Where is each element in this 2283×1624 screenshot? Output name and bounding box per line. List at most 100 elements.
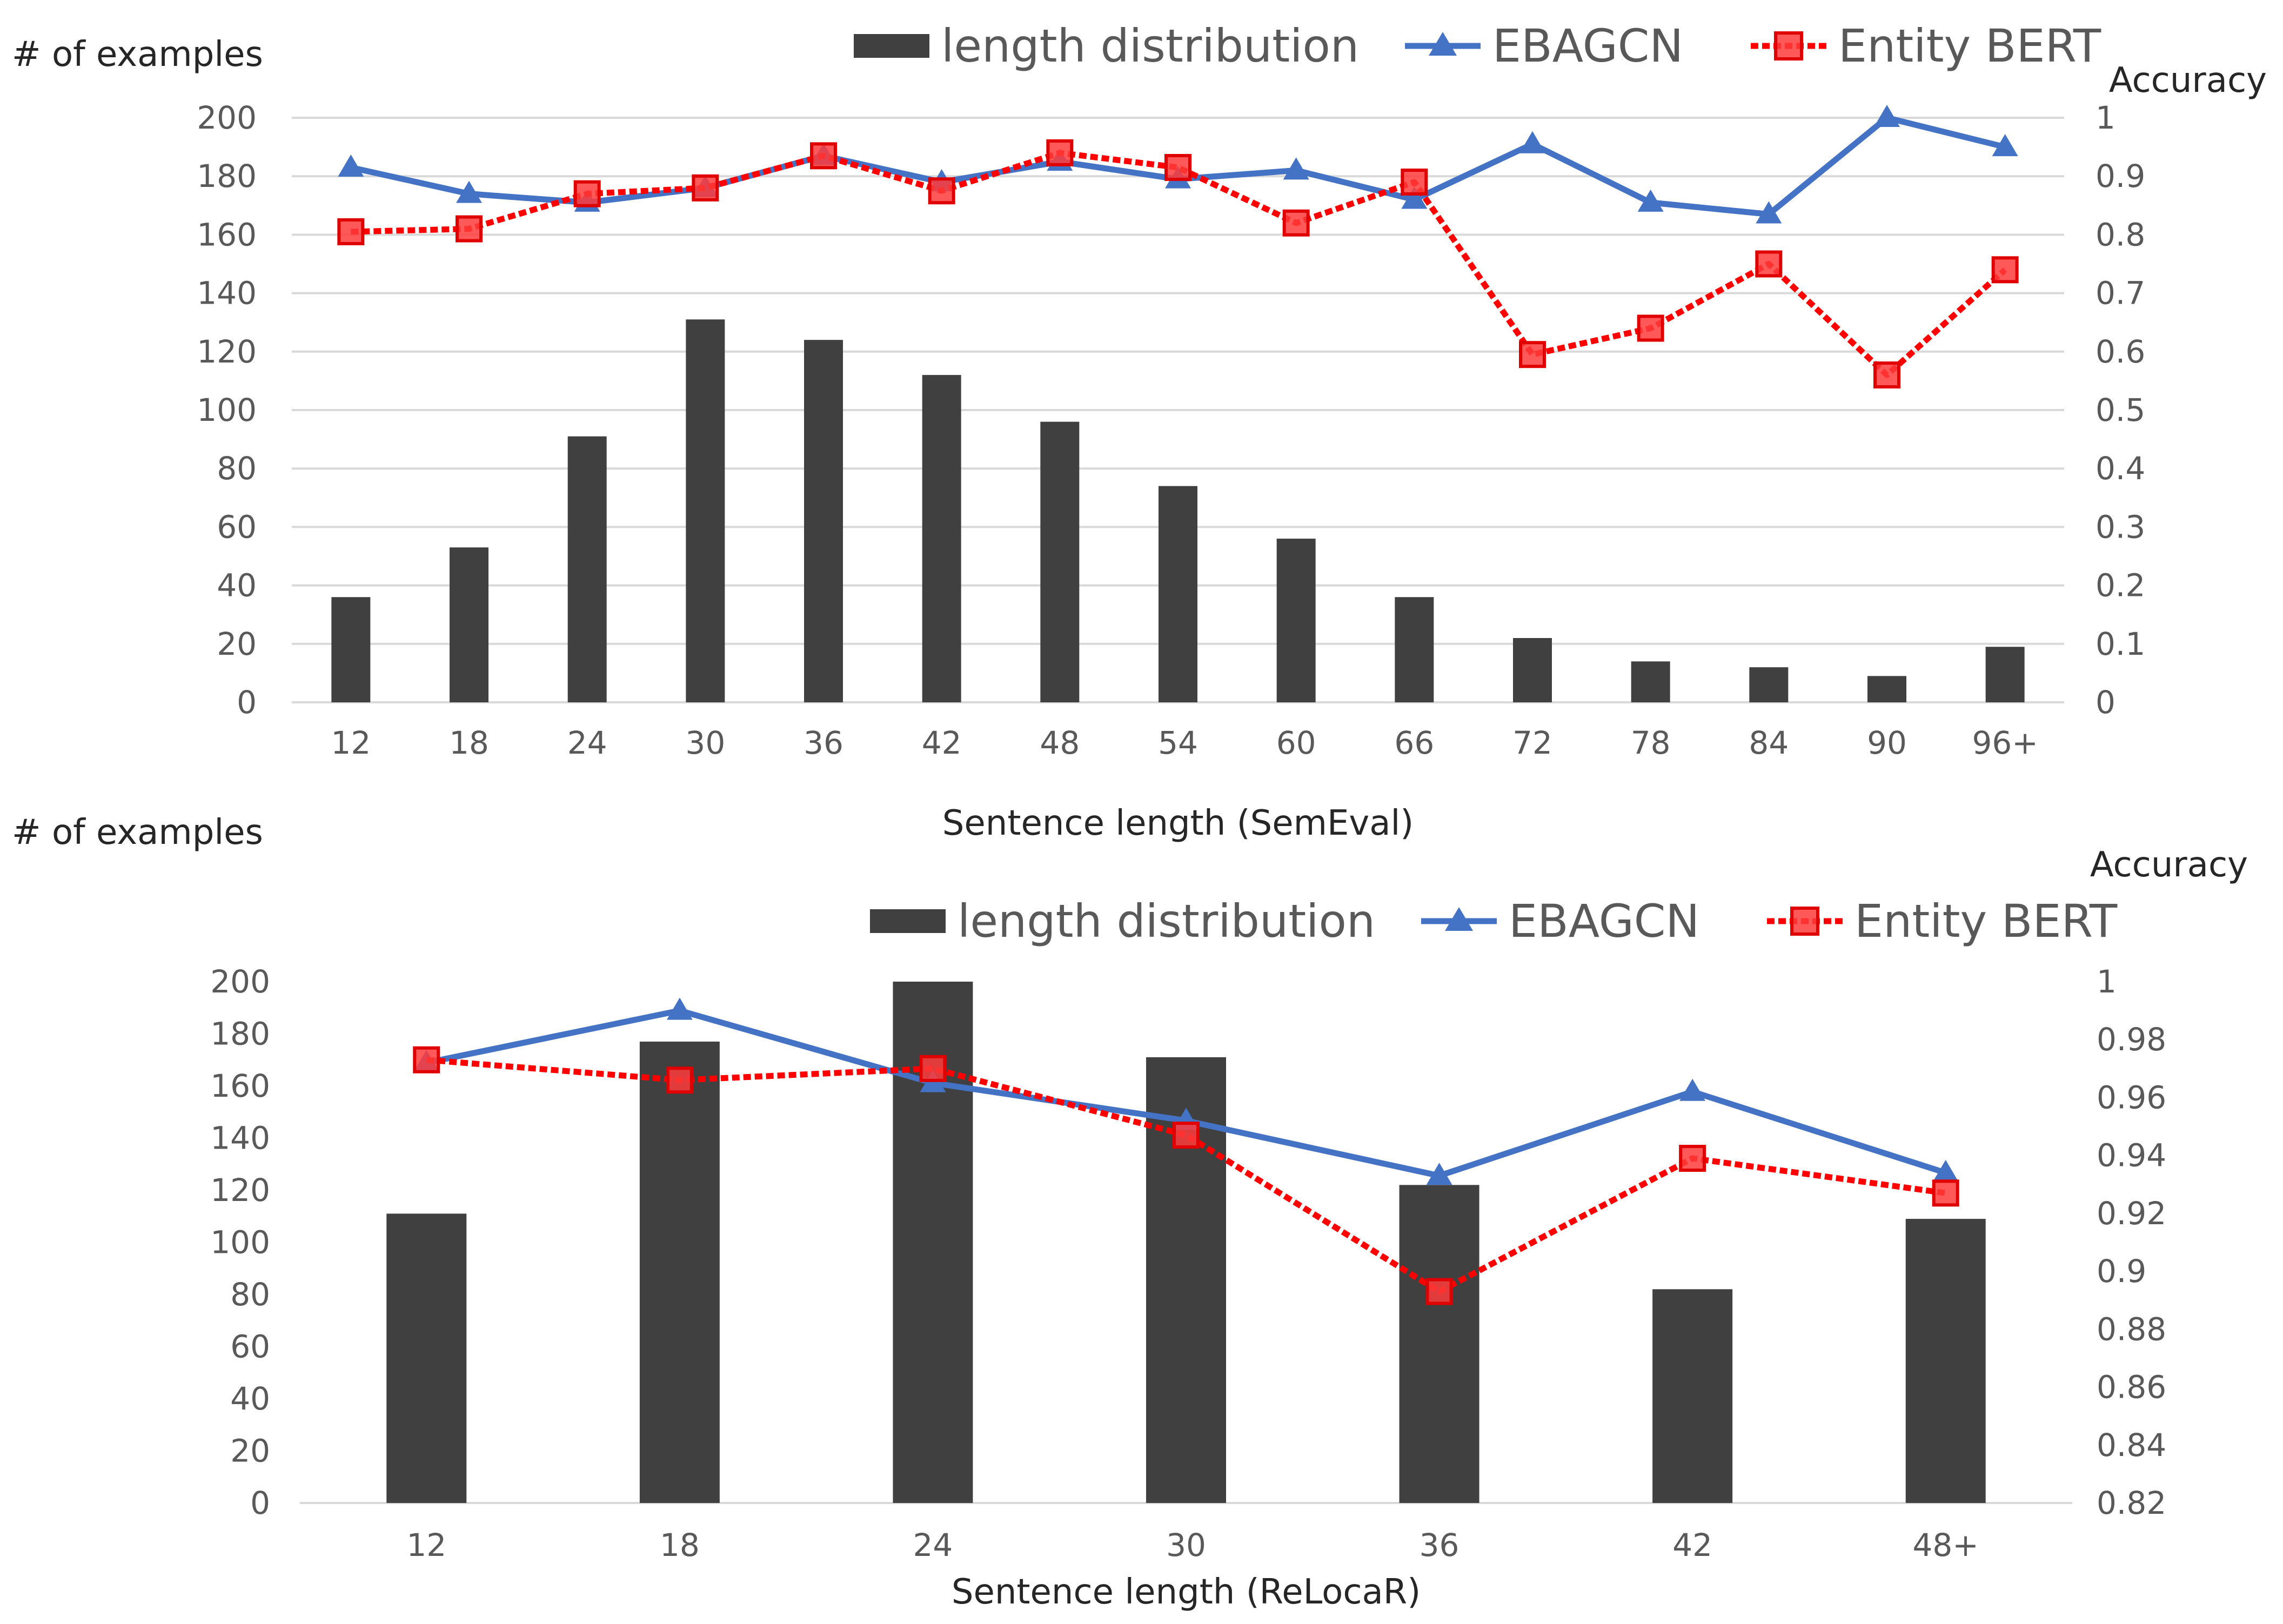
bar-36 (804, 340, 843, 702)
ebagcn-point (1283, 157, 1309, 180)
bar-42 (1652, 1289, 1733, 1503)
x-tick-label: 60 (1276, 724, 1316, 761)
bar-60 (1276, 539, 1316, 702)
y-left-tick-label: 0 (250, 1485, 270, 1521)
legend-label: length distribution (958, 895, 1375, 948)
y-left-tick-label: 0 (237, 684, 257, 721)
ebagcn-point (1426, 1163, 1452, 1185)
y-right-tick-label: 0.6 (2095, 333, 2145, 370)
x-tick-label: 24 (913, 1527, 953, 1563)
x-tick-label: 42 (1672, 1527, 1712, 1563)
legend-label: Entity BERT (1854, 895, 2118, 948)
x-tick-label: 12 (406, 1527, 446, 1563)
y-left-tick-label: 160 (210, 1068, 270, 1104)
x-tick-label: 36 (804, 724, 843, 761)
entity-bert-point (413, 1046, 440, 1073)
x-tick-label: 84 (1749, 724, 1789, 761)
entity-bert-series-line (351, 150, 2007, 378)
y-right-tick-label: 0.9 (2095, 158, 2145, 194)
entity-bert-point (1932, 1179, 1959, 1207)
y-left-tick-label: 200 (210, 963, 270, 1000)
legend-label: Entity BERT (1838, 19, 2101, 72)
y-right-tick-label: 0.5 (2095, 392, 2145, 428)
entity-bert-point (1637, 314, 1664, 342)
entity-bert-point (337, 218, 365, 245)
ebagcn-point (1874, 105, 1900, 127)
ebagcn-point (1637, 189, 1664, 212)
ebagcn-point (1401, 186, 1428, 209)
y-right-tick-label: 0.88 (2097, 1311, 2166, 1347)
legend-label: EBAGCN (1509, 895, 1699, 948)
bar-78 (1631, 661, 1670, 702)
x-tick-label: 48 (1040, 724, 1080, 761)
y-left-tick-label: 100 (210, 1224, 270, 1261)
y-right-axis-title: Accuracy (2090, 845, 2248, 885)
y-left-tick-label: 180 (197, 158, 257, 194)
bar-36 (1399, 1185, 1479, 1503)
y-left-tick-label: 80 (217, 450, 257, 487)
y-right-axis-title: Accuracy (2109, 61, 2267, 100)
entity-bert-point (1873, 361, 1900, 389)
legend-swatch-entity-bert-marker (1774, 31, 1803, 61)
x-tick-label: 90 (1867, 724, 1907, 761)
y-left-tick-label: 180 (210, 1016, 270, 1052)
entity-bert-point (1679, 1145, 1706, 1172)
y-left-axis-title: # of examples (12, 813, 263, 853)
ebagcn-point (666, 997, 693, 1020)
legend-label: length distribution (941, 19, 1359, 72)
x-tick-label: 30 (1166, 1527, 1206, 1563)
legend-swatch-ebagcn-marker (1445, 907, 1473, 931)
x-tick-label: 66 (1394, 724, 1434, 761)
y-right-tick-label: 0.94 (2097, 1137, 2166, 1174)
y-right-tick-label: 0 (2095, 684, 2115, 721)
entity-bert-point (1519, 341, 1546, 368)
x-tick-label: 48+ (1913, 1527, 1979, 1563)
x-tick-label: 78 (1631, 724, 1671, 761)
entity-bert-point (1755, 250, 1783, 278)
legend-swatch-entity-bert-marker (1790, 907, 1819, 936)
legend-swatch-ebagcn-marker (1429, 32, 1457, 56)
x-tick-label: 36 (1420, 1527, 1459, 1563)
bar-84 (1749, 667, 1789, 702)
x-axis-title: Sentence length (ReLocaR) (952, 1572, 1421, 1612)
bar-96+ (1985, 647, 2025, 702)
x-tick-label: 24 (567, 724, 607, 761)
legend-label: EBAGCN (1492, 19, 1683, 72)
bar-18 (639, 1041, 720, 1503)
bar-48 (1040, 421, 1080, 702)
entity-bert-point (1425, 1278, 1453, 1305)
ebagcn-point (338, 154, 364, 177)
bar-48+ (1905, 1219, 1986, 1503)
entity-bert-point (1282, 209, 1310, 237)
y-left-tick-label: 80 (230, 1276, 270, 1313)
y-right-tick-label: 0.9 (2097, 1253, 2146, 1290)
y-right-tick-label: 0.96 (2097, 1079, 2166, 1116)
y-left-tick-label: 20 (217, 626, 257, 662)
y-right-tick-label: 0.7 (2095, 275, 2145, 312)
x-tick-label: 18 (660, 1527, 700, 1563)
y-left-tick-label: 160 (197, 216, 257, 253)
bar-18 (450, 547, 488, 702)
entity-bert-point (666, 1066, 693, 1094)
entity-bert-point (919, 1055, 947, 1082)
y-right-tick-label: 0.92 (2097, 1195, 2166, 1232)
y-right-tick-label: 0.1 (2095, 626, 2145, 662)
bar-12 (386, 1213, 467, 1503)
y-right-tick-label: 0.2 (2095, 567, 2145, 604)
bar-12 (331, 597, 371, 702)
ebagcn-point (1519, 131, 1545, 153)
y-right-tick-label: 0.86 (2097, 1369, 2166, 1406)
y-left-axis-title: # of examples (12, 35, 263, 75)
y-right-tick-label: 0.3 (2095, 508, 2145, 545)
ebagcn-point (1992, 134, 2018, 157)
ebagcn-point (1679, 1078, 1706, 1101)
y-left-tick-label: 40 (230, 1380, 270, 1417)
x-tick-label: 96+ (1972, 724, 2038, 761)
legend-swatch-length-distribution (854, 34, 929, 58)
y-left-tick-label: 140 (197, 275, 257, 312)
ebagcn-point (1932, 1159, 1959, 1182)
relocar-chart: 0 20 40 60 80 100 120 140 160 180 200 0.82 0.84 0.86 0… (12, 813, 2248, 1612)
y-left-tick-label: 60 (217, 508, 257, 545)
x-tick-label: 30 (685, 724, 725, 761)
